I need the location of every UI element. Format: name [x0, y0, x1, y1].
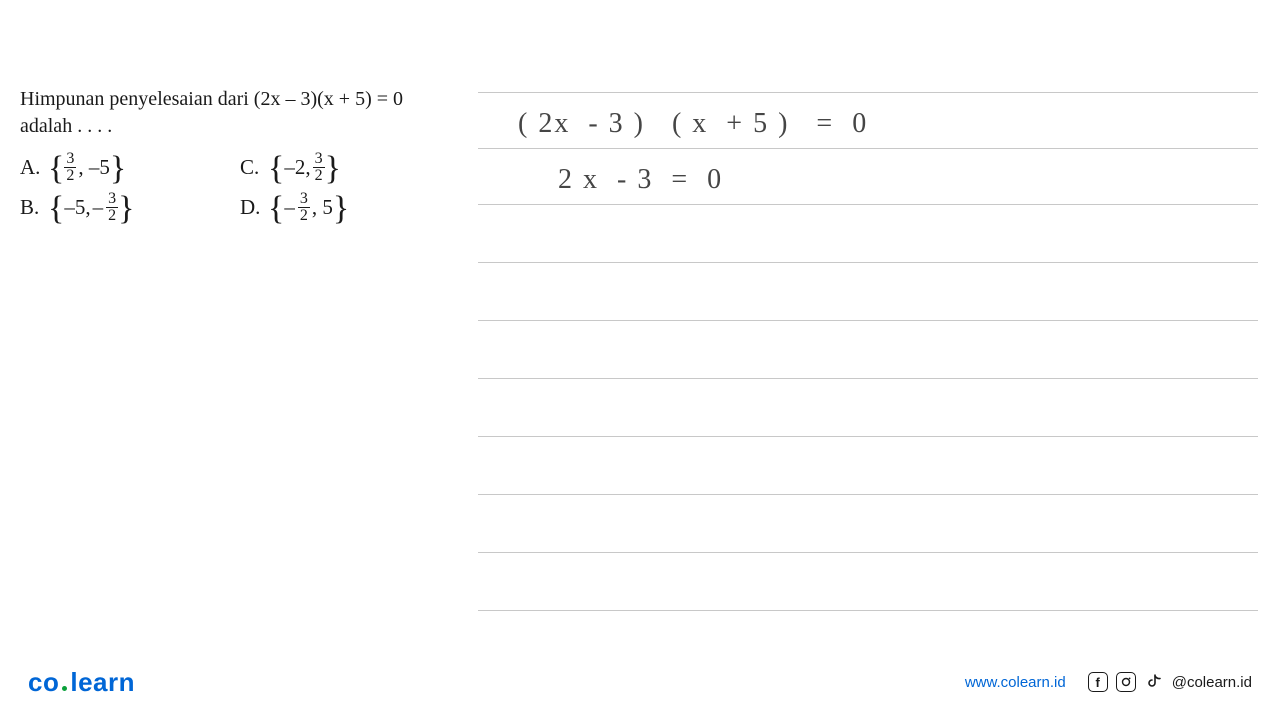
handwriting-line-2: 2 x - 3 = 0 — [558, 164, 723, 196]
brace-open-icon: { — [48, 192, 64, 226]
ruled-line — [478, 552, 1258, 553]
fraction-den: 2 — [64, 168, 76, 184]
brace-open-icon: { — [268, 152, 284, 186]
question-block: Himpunan penyelesaian dari (2x – 3)(x + … — [20, 86, 460, 224]
social-handle: @colearn.id — [1172, 674, 1252, 691]
instagram-icon[interactable] — [1116, 672, 1136, 692]
ruled-line — [478, 378, 1258, 379]
brace-close-icon: } — [118, 192, 134, 226]
brace-open-icon: { — [48, 152, 64, 186]
options-row-1: A. { 3 2 , –5 } C. { –2, — [20, 150, 460, 184]
brace-close-icon: } — [325, 152, 341, 186]
ruled-line — [478, 320, 1258, 321]
option-a: A. { 3 2 , –5 } — [20, 150, 240, 184]
footer-bar: co learn www.colearn.id f @colearn.id — [0, 662, 1280, 702]
page-root: Himpunan penyelesaian dari (2x – 3)(x + … — [0, 0, 1280, 720]
option-c-head: –2, — [284, 155, 310, 180]
fraction-num: 3 — [298, 191, 310, 208]
option-d-tail: , 5 — [312, 195, 333, 220]
ruled-line — [478, 610, 1258, 611]
brace-open-icon: { — [268, 192, 284, 226]
question-line-2: adalah . . . . — [20, 113, 460, 140]
fraction: 3 2 — [64, 151, 76, 184]
option-b: B. { –5, – 3 2 } — [20, 190, 240, 224]
handwriting-line-1: ( 2x - 3 ) ( x + 5 ) = 0 — [518, 108, 868, 140]
fraction: 3 2 — [106, 191, 118, 224]
option-b-value: –5, – 3 2 — [64, 191, 118, 224]
ruled-line — [478, 436, 1258, 437]
fraction: 3 2 — [313, 151, 325, 184]
social-block: f @colearn.id — [1088, 672, 1252, 692]
ruled-line — [478, 148, 1258, 149]
logo-co: co — [28, 667, 59, 698]
logo-learn: learn — [70, 667, 135, 698]
fraction: 3 2 — [298, 191, 310, 224]
fraction-num: 3 — [313, 151, 325, 168]
option-d-value: – 3 2 , 5 — [284, 191, 333, 224]
tiktok-icon[interactable] — [1144, 672, 1164, 692]
options-row-2: B. { –5, – 3 2 } D. { — [20, 190, 460, 224]
question-line-1: Himpunan penyelesaian dari (2x – 3)(x + … — [20, 86, 460, 113]
ruled-line — [478, 92, 1258, 93]
facebook-icon[interactable]: f — [1088, 672, 1108, 692]
ruled-line — [478, 494, 1258, 495]
option-a-value: 3 2 , –5 — [64, 151, 110, 184]
option-d-label: D. — [240, 195, 268, 220]
footer-right: www.colearn.id f @colearn.id — [965, 672, 1252, 692]
negative-sign: – — [93, 195, 104, 220]
negative-sign: – — [284, 195, 295, 220]
ruled-line — [478, 204, 1258, 205]
fraction-num: 3 — [64, 151, 76, 168]
fraction-den: 2 — [298, 208, 310, 224]
option-a-label: A. — [20, 155, 48, 180]
option-c-value: –2, 3 2 — [284, 151, 324, 184]
brace-close-icon: } — [110, 152, 126, 186]
logo-dot-icon — [62, 686, 67, 691]
fraction-den: 2 — [313, 168, 325, 184]
ruled-line — [478, 262, 1258, 263]
option-d: D. { – 3 2 , 5 } — [240, 190, 349, 224]
option-c-label: C. — [240, 155, 268, 180]
colearn-logo: co learn — [28, 667, 135, 698]
option-c: C. { –2, 3 2 } — [240, 150, 341, 184]
fraction-den: 2 — [106, 208, 118, 224]
writing-area: ( 2x - 3 ) ( x + 5 ) = 0 2 x - 3 = 0 — [478, 86, 1258, 606]
option-b-label: B. — [20, 195, 48, 220]
fraction-num: 3 — [106, 191, 118, 208]
option-a-tail: , –5 — [78, 155, 110, 180]
brace-close-icon: } — [333, 192, 349, 226]
options-grid: A. { 3 2 , –5 } C. { –2, — [20, 150, 460, 224]
option-b-head: –5, — [64, 195, 90, 220]
website-link[interactable]: www.colearn.id — [965, 674, 1066, 691]
